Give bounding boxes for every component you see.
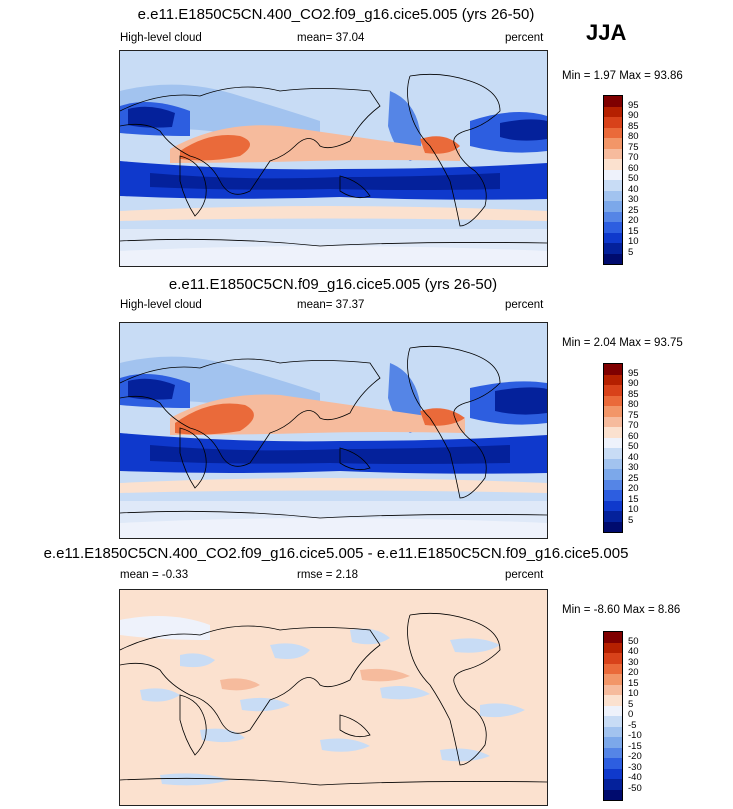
panel1-left-label: High-level cloud xyxy=(120,32,202,44)
panel2-right-label: percent xyxy=(505,299,544,311)
panel3-tick: -50 xyxy=(628,783,642,794)
panel3-tick: -10 xyxy=(628,730,642,741)
panel2-tick: 10 xyxy=(628,504,639,515)
panel3-map xyxy=(119,589,548,806)
panel3-tick: 20 xyxy=(628,667,639,678)
panel1-tick: 70 xyxy=(628,152,639,163)
panel2-tick: 5 xyxy=(628,515,634,526)
panel2-tick: 50 xyxy=(628,441,639,452)
panel1-map xyxy=(119,50,548,267)
panel3-tick: 15 xyxy=(628,678,639,689)
panel1-tick: 80 xyxy=(628,131,639,142)
panel3-tick: -15 xyxy=(628,741,642,752)
panel2-tick: 60 xyxy=(628,431,639,442)
panel1-tick: 15 xyxy=(628,226,639,237)
panel3-title: e.e11.E1850C5CN.400_CO2.f09_g16.cice5.00… xyxy=(43,545,629,562)
panel1-tick: 25 xyxy=(628,205,639,216)
panel2-tick: 90 xyxy=(628,378,639,389)
panel1-tick: 90 xyxy=(628,110,639,121)
panel3-tick: 50 xyxy=(628,636,639,647)
panel1-tick: 40 xyxy=(628,184,639,195)
panel3-colorbar xyxy=(603,631,623,801)
panel1-tick: 95 xyxy=(628,100,639,111)
panel1-minmax: Min = 1.97 Max = 93.86 xyxy=(562,70,683,82)
panel3-left-label: mean = -0.33 xyxy=(120,569,189,581)
panel3-tick: -40 xyxy=(628,772,642,783)
panel1-tick: 5 xyxy=(628,247,634,258)
panel3-tick: -30 xyxy=(628,762,642,773)
panel2-tick: 75 xyxy=(628,410,639,421)
panel3-tick: 10 xyxy=(628,688,639,699)
panel1-center-label: mean= 37.04 xyxy=(297,32,365,44)
panel2-tick: 20 xyxy=(628,483,639,494)
season-label: JJA xyxy=(586,20,627,45)
panel1-tick: 85 xyxy=(628,121,639,132)
panel1-tick: 75 xyxy=(628,142,639,153)
panel1-colorbar xyxy=(603,95,623,265)
panel3-tick: 40 xyxy=(628,646,639,657)
panel1-tick: 50 xyxy=(628,173,639,184)
panel3-tick: 30 xyxy=(628,657,639,668)
panel1-tick: 20 xyxy=(628,215,639,226)
panel1-title: e.e11.E1850C5CN.400_CO2.f09_g16.cice5.00… xyxy=(137,6,535,23)
panel2-minmax: Min = 2.04 Max = 93.75 xyxy=(562,337,683,349)
panel2-tick: 70 xyxy=(628,420,639,431)
panel3-tick: -5 xyxy=(628,720,637,731)
panel2-left-label: High-level cloud xyxy=(120,299,202,311)
panel2-tick: 25 xyxy=(628,473,639,484)
panel2-tick: 15 xyxy=(628,494,639,505)
panel3-tick: 5 xyxy=(628,699,634,710)
panel3-right-label: percent xyxy=(505,569,544,581)
panel1-tick: 60 xyxy=(628,163,639,174)
panel1-tick: 30 xyxy=(628,194,639,205)
panel3-tick: -20 xyxy=(628,751,642,762)
panel2-tick: 80 xyxy=(628,399,639,410)
panel3-minmax: Min = -8.60 Max = 8.86 xyxy=(562,604,681,616)
panel1-tick: 10 xyxy=(628,236,639,247)
panel2-tick: 30 xyxy=(628,462,639,473)
panel3-tick: 0 xyxy=(628,709,634,720)
panel2-center-label: mean= 37.37 xyxy=(297,299,365,311)
panel2-colorbar xyxy=(603,363,623,533)
panel2-tick: 85 xyxy=(628,389,639,400)
panel2-title: e.e11.E1850C5CN.f09_g16.cice5.005 (yrs 2… xyxy=(168,276,498,293)
panel2-tick: 95 xyxy=(628,368,639,379)
panel2-map xyxy=(119,322,548,539)
panel1-right-label: percent xyxy=(505,32,544,44)
panel3-center-label: rmse = 2.18 xyxy=(297,569,359,581)
panel2-tick: 40 xyxy=(628,452,639,463)
